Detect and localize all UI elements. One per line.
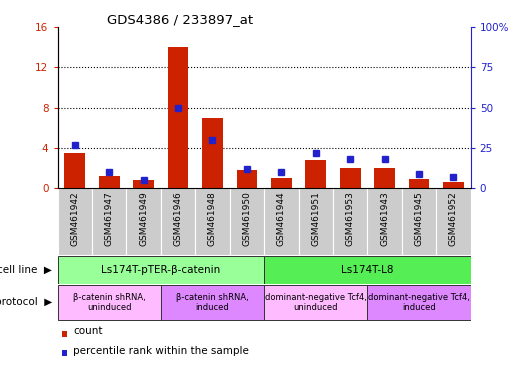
Text: percentile rank within the sample: percentile rank within the sample xyxy=(73,346,249,356)
Text: GSM461953: GSM461953 xyxy=(346,192,355,247)
Bar xyxy=(58,256,264,283)
Text: dominant-negative Tcf4,
uninduced: dominant-negative Tcf4, uninduced xyxy=(265,293,367,312)
Bar xyxy=(236,170,257,188)
Text: dominant-negative Tcf4,
induced: dominant-negative Tcf4, induced xyxy=(368,293,470,312)
Bar xyxy=(436,188,471,255)
Text: GSM461950: GSM461950 xyxy=(242,192,252,247)
Bar xyxy=(264,285,367,320)
Bar xyxy=(264,188,299,255)
Text: Ls174T-L8: Ls174T-L8 xyxy=(341,265,394,275)
Text: GSM461952: GSM461952 xyxy=(449,192,458,246)
Bar xyxy=(133,180,154,188)
Bar xyxy=(58,285,161,320)
Bar xyxy=(127,188,161,255)
Text: GSM461944: GSM461944 xyxy=(277,192,286,246)
Text: GSM461946: GSM461946 xyxy=(174,192,183,246)
Bar xyxy=(202,118,223,188)
Text: β-catenin shRNA,
induced: β-catenin shRNA, induced xyxy=(176,293,249,312)
Bar xyxy=(408,179,429,188)
Bar xyxy=(443,182,464,188)
Bar xyxy=(58,188,92,255)
Text: protocol  ▶: protocol ▶ xyxy=(0,297,52,308)
Bar xyxy=(62,350,67,356)
Bar xyxy=(161,188,195,255)
Text: count: count xyxy=(73,326,103,336)
Bar xyxy=(299,188,333,255)
Text: GSM461943: GSM461943 xyxy=(380,192,389,246)
Bar xyxy=(195,188,230,255)
Bar xyxy=(333,188,367,255)
Bar xyxy=(264,256,471,283)
Bar xyxy=(64,153,85,188)
Bar xyxy=(367,188,402,255)
Bar xyxy=(305,160,326,188)
Bar xyxy=(367,285,471,320)
Bar xyxy=(161,285,264,320)
Bar xyxy=(92,188,127,255)
Text: β-catenin shRNA,
uninduced: β-catenin shRNA, uninduced xyxy=(73,293,145,312)
Text: GDS4386 / 233897_at: GDS4386 / 233897_at xyxy=(107,13,253,26)
Bar xyxy=(271,178,292,188)
Text: GSM461951: GSM461951 xyxy=(311,192,320,247)
Bar xyxy=(99,176,119,188)
Text: cell line  ▶: cell line ▶ xyxy=(0,265,52,275)
Bar xyxy=(402,188,436,255)
Text: GSM461942: GSM461942 xyxy=(70,192,79,246)
Bar xyxy=(62,331,67,337)
Text: GSM461945: GSM461945 xyxy=(415,192,424,246)
Text: GSM461947: GSM461947 xyxy=(105,192,113,246)
Bar xyxy=(230,188,264,255)
Bar xyxy=(340,168,360,188)
Bar xyxy=(168,47,188,188)
Text: GSM461948: GSM461948 xyxy=(208,192,217,246)
Text: Ls174T-pTER-β-catenin: Ls174T-pTER-β-catenin xyxy=(101,265,221,275)
Text: GSM461949: GSM461949 xyxy=(139,192,148,246)
Bar xyxy=(374,168,395,188)
